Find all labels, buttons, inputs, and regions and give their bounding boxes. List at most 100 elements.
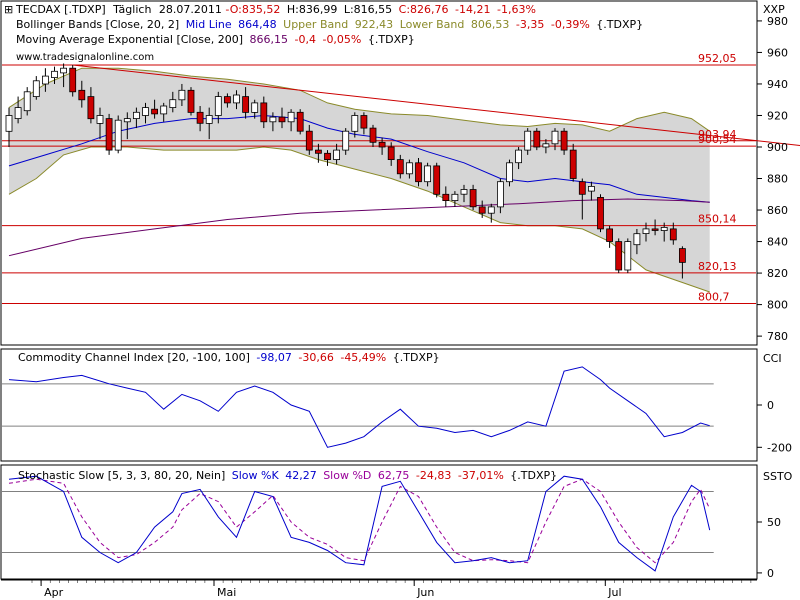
- candle-body: [679, 248, 686, 263]
- stoch-axis-label: SSTO: [763, 470, 793, 483]
- candle-body: [233, 94, 240, 104]
- cci-legend: Commodity Channel Index [20, -100, 100] …: [18, 351, 440, 364]
- open: -: [225, 3, 229, 16]
- candle-body: [569, 149, 577, 179]
- candle-body: [151, 108, 159, 115]
- price-tick-label: 840: [767, 236, 788, 249]
- candle-body: [242, 96, 250, 113]
- price-tick-label: 980: [767, 15, 788, 28]
- candle-body: [160, 105, 168, 115]
- low: L:816,55: [344, 3, 392, 16]
- price-axis-code: XXP: [763, 3, 785, 16]
- mid-line: [8, 114, 710, 203]
- cci-change-pct: -45,49%: [340, 351, 386, 364]
- candle-body: [588, 185, 595, 192]
- candle-body: [578, 181, 586, 195]
- candle-body: [223, 96, 231, 104]
- level-label: 850,14: [698, 213, 737, 226]
- candle-body: [506, 162, 513, 183]
- high: H:836,99: [287, 3, 337, 16]
- stoch-k-label: Slow %K: [232, 469, 280, 482]
- level-label: 900,54: [698, 133, 737, 146]
- candle-body: [278, 116, 286, 123]
- bollinger-change: -3,35: [516, 18, 544, 31]
- change: -14,21: [455, 3, 490, 16]
- change-pct: -1,63%: [497, 3, 536, 16]
- stoch-tick-label: 0: [767, 567, 774, 580]
- lower-value: 806,53: [471, 18, 510, 31]
- candle-body: [624, 241, 632, 271]
- candle-body: [114, 119, 122, 151]
- stoch-tick-label: 50: [767, 516, 781, 529]
- price-tick-label: 940: [767, 78, 788, 91]
- candle-body: [287, 111, 295, 123]
- stoch-k-value: 42,27: [285, 469, 317, 482]
- candle-body: [442, 193, 450, 202]
- cci-axis-label: CCI: [763, 352, 782, 365]
- candle-body: [642, 228, 650, 234]
- ticker: TECDAX [.TDXP]: [15, 3, 106, 16]
- stoch-tag: {.TDXP}: [510, 469, 557, 482]
- price-tick-label: 960: [767, 46, 788, 59]
- cci-change: -30,66: [298, 351, 333, 364]
- price-tick-label: 820: [767, 267, 788, 280]
- ema-legend: Moving Average Exponential [Close, 200] …: [16, 33, 415, 46]
- candle-body: [187, 89, 195, 113]
- bollinger-legend: Bollinger Bands [Close, 20, 2] Mid Line …: [16, 18, 643, 31]
- ema-name: Moving Average Exponential [Close, 200]: [16, 33, 243, 46]
- candle-body: [78, 89, 86, 101]
- candle-body: [405, 162, 413, 175]
- ema-change-pct: -0,05%: [322, 33, 361, 46]
- candle-body: [606, 228, 613, 242]
- candle-body: [415, 162, 422, 183]
- candle-body: [451, 193, 459, 202]
- candle-body: [178, 89, 186, 101]
- candle-body: [615, 241, 623, 271]
- level-label: 952,05: [698, 52, 737, 65]
- upper-label: Upper Band: [283, 18, 348, 31]
- date: 28.07.2011: [159, 3, 222, 16]
- upper-band-line: [8, 67, 710, 132]
- candle-body: [369, 127, 377, 143]
- candles: [5, 63, 686, 279]
- x-month-label: Jul: [607, 586, 621, 599]
- stoch-name: Stochastic Slow [5, 3, 3, 80, 20, Nein]: [18, 469, 225, 482]
- axes: 780 800 820 840 860 880 900 920 940 960 980 0 -200 0 5…: [1, 15, 792, 599]
- candle-body: [196, 111, 204, 124]
- cci-plot: [2, 366, 714, 448]
- stoch-d-line: [8, 478, 711, 564]
- candle-body: [87, 96, 95, 120]
- indicator-lines: [8, 114, 710, 257]
- mid-label: Mid Line: [186, 18, 232, 31]
- candle-body: [32, 80, 40, 98]
- candle-body: [387, 146, 395, 161]
- stoch-d-label: Slow %D: [323, 469, 371, 482]
- candle-body: [260, 102, 268, 123]
- cci-tick-label: -200: [767, 441, 792, 454]
- candle-body: [633, 233, 641, 246]
- candle-body: [96, 115, 104, 124]
- candle-body: [496, 181, 504, 208]
- cci-panel: [0, 348, 758, 462]
- candle-body: [660, 226, 668, 231]
- level-label: 820,13: [698, 260, 737, 273]
- cci-tag: {.TDXP}: [393, 351, 440, 364]
- candle-body: [5, 115, 13, 132]
- candle-body: [351, 115, 359, 132]
- candle-body: [324, 152, 331, 161]
- candle-body: [360, 115, 368, 129]
- level-label: 800,7: [698, 291, 730, 304]
- candle-body: [333, 149, 341, 161]
- candle-body: [296, 111, 304, 132]
- bollinger-name: Bollinger Bands [Close, 20, 2]: [16, 18, 179, 31]
- candle-body: [551, 130, 559, 145]
- candle-body: [651, 228, 659, 231]
- price-tick-label: 880: [767, 173, 788, 186]
- x-month-label: Mai: [217, 586, 236, 599]
- open-value: O:835,52: [230, 3, 281, 16]
- watermark: www.tradesignalonline.com: [16, 52, 154, 63]
- candle-body: [269, 116, 277, 123]
- upper-value: 922,43: [355, 18, 394, 31]
